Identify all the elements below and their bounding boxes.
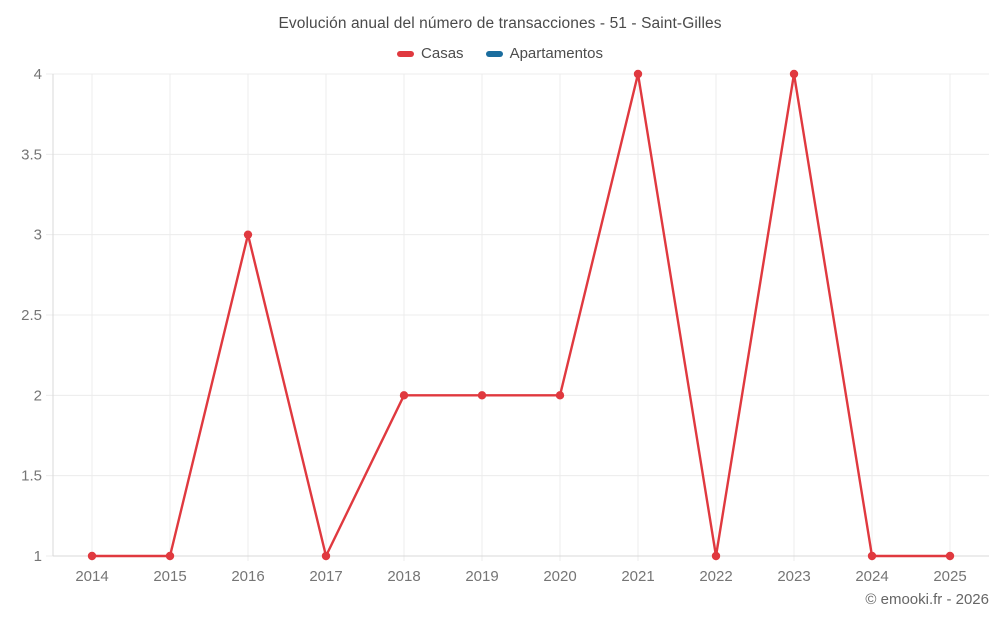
data-point[interactable] [711, 551, 721, 561]
series-line-casas [90, 72, 952, 558]
x-tick-label: 2025 [933, 568, 966, 585]
x-tick-label: 2015 [153, 568, 186, 585]
data-point[interactable] [399, 391, 409, 400]
legend-label-casas: Casas [421, 45, 464, 62]
copyright: © emooki.fr - 2026 [865, 591, 989, 608]
data-point[interactable] [477, 391, 487, 400]
y-tick-label: 4 [34, 66, 42, 83]
y-tick-label: 2 [34, 387, 42, 404]
y-tick-label: 1 [34, 548, 42, 565]
data-point[interactable] [243, 230, 253, 239]
x-tick-label: 2024 [855, 568, 888, 585]
x-tick-label: 2017 [309, 568, 342, 585]
data-point[interactable] [165, 551, 175, 561]
x-tick-label: 2023 [777, 568, 810, 585]
x-tick-label: 2016 [231, 568, 264, 585]
y-tick-label: 3 [34, 227, 42, 244]
chart-title: Evolución anual del número de transaccio… [278, 15, 722, 32]
x-tick-label: 2019 [465, 568, 498, 585]
data-point[interactable] [321, 551, 331, 561]
legend: Casas Apartamentos [0, 45, 1000, 62]
data-point[interactable] [555, 391, 565, 400]
x-tick-label: 2020 [543, 568, 576, 585]
data-point[interactable] [633, 69, 643, 79]
legend-item-apartamentos[interactable]: Apartamentos [485, 45, 603, 62]
legend-label-apartamentos: Apartamentos [509, 45, 603, 62]
data-point[interactable] [789, 69, 799, 79]
x-tick-label: 2021 [621, 568, 654, 585]
y-tick-label: 2.5 [21, 307, 42, 324]
y-tick-label: 3.5 [21, 146, 42, 163]
data-point[interactable] [945, 551, 955, 561]
y-tick-label: 1.5 [21, 468, 42, 485]
x-tick-label: 2018 [387, 568, 420, 585]
data-point[interactable] [87, 551, 97, 561]
data-point[interactable] [867, 551, 877, 561]
x-tick-label: 2022 [699, 568, 732, 585]
x-tick-label: 2014 [75, 568, 108, 585]
casas-swatch-icon [397, 50, 415, 57]
apartamentos-swatch-icon [485, 50, 503, 57]
legend-item-casas[interactable]: Casas [397, 45, 464, 62]
